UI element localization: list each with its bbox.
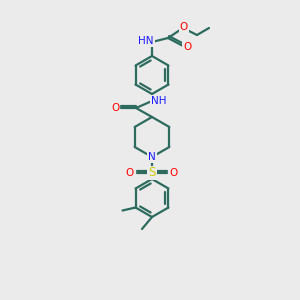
Text: N: N	[148, 152, 156, 162]
Text: O: O	[180, 22, 188, 32]
Text: O: O	[111, 103, 119, 113]
Text: S: S	[148, 167, 156, 179]
Text: HN: HN	[138, 36, 154, 46]
Text: O: O	[183, 42, 191, 52]
Text: O: O	[126, 168, 134, 178]
Text: NH: NH	[151, 96, 167, 106]
Text: O: O	[170, 168, 178, 178]
